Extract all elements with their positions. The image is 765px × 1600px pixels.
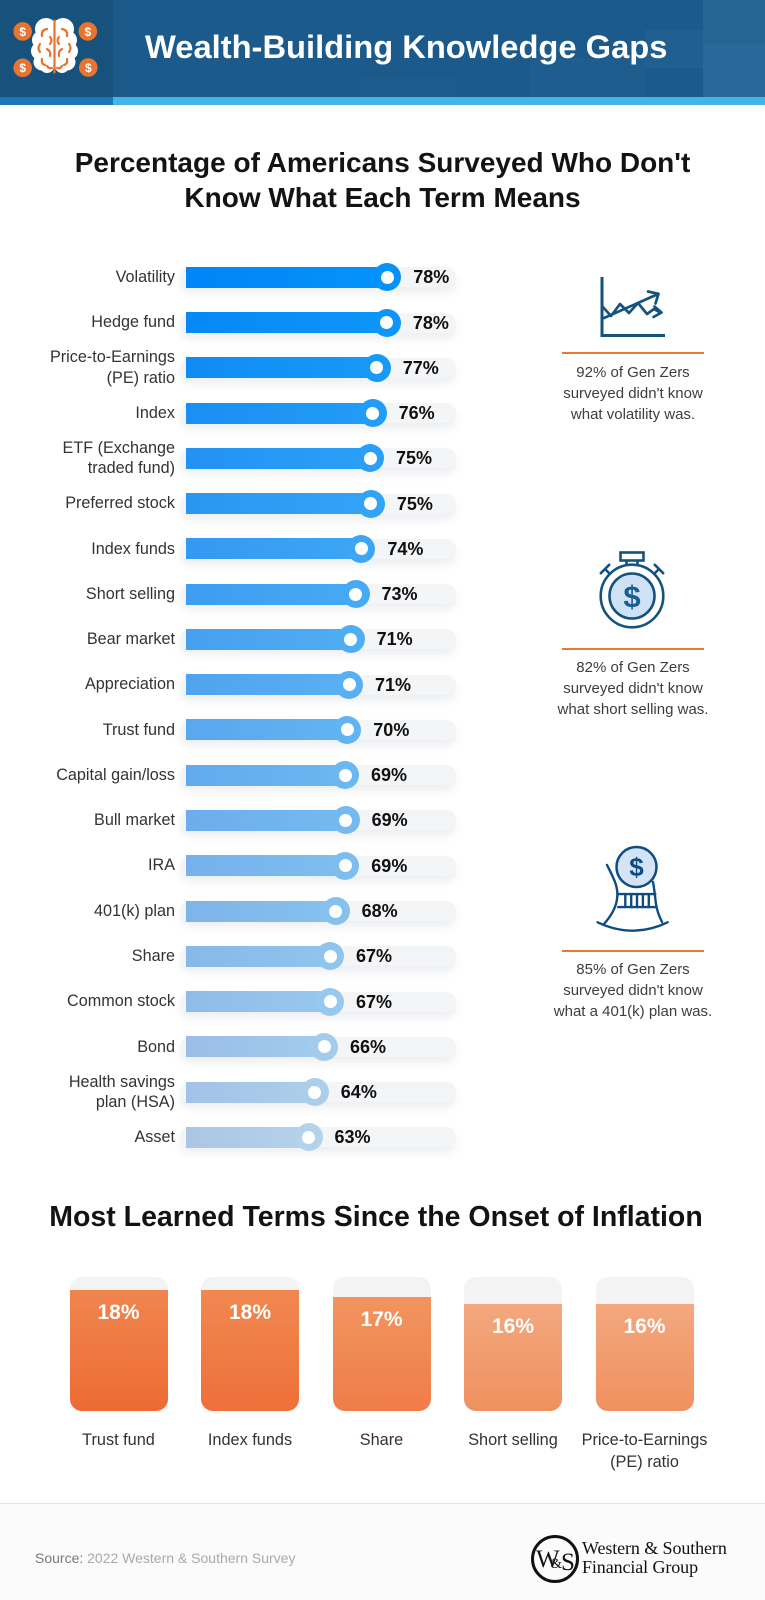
svg-text:$: $ — [85, 61, 92, 75]
svg-text:$: $ — [84, 25, 91, 39]
svg-text:$: $ — [19, 61, 26, 75]
svg-text:$: $ — [629, 852, 644, 882]
svg-text:$: $ — [19, 25, 26, 39]
svg-text:$: $ — [623, 579, 640, 614]
